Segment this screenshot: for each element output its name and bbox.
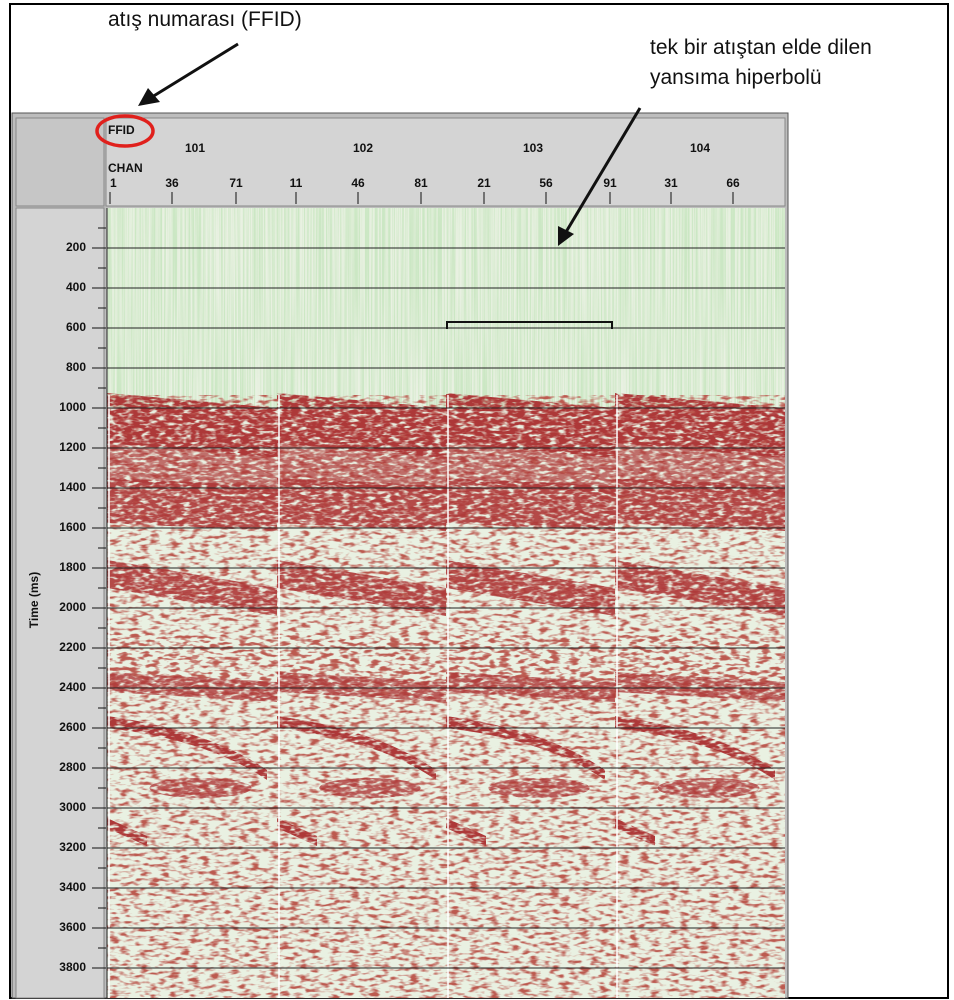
hyperbola	[107, 716, 267, 780]
bracket	[446, 321, 613, 329]
channel: 66	[726, 176, 740, 190]
hyperbola	[615, 716, 775, 780]
ffid: 101	[185, 141, 205, 155]
arrow-head	[138, 88, 160, 106]
reflection-band	[107, 560, 277, 616]
channel: 21	[477, 176, 491, 190]
arrow	[564, 107, 642, 233]
time-tick-label: 1600	[59, 520, 86, 534]
diagonal-event	[277, 818, 317, 846]
ffid-label: FFID	[108, 123, 135, 137]
seismic-section	[107, 208, 785, 998]
ffid: 102	[353, 141, 373, 155]
time-tick-label: 2400	[59, 680, 86, 694]
channel: 11	[290, 176, 303, 190]
reflection-band	[446, 560, 615, 616]
reflection-band	[615, 393, 785, 458]
chan-label: CHAN	[108, 161, 143, 175]
reflection-band	[446, 478, 615, 531]
diagonal-event	[446, 818, 486, 846]
time-tick-label: 1200	[59, 440, 86, 454]
reflection-band	[615, 672, 785, 702]
time-tick-label: 800	[66, 360, 86, 374]
reflection-band	[446, 393, 615, 458]
channel: 1	[110, 176, 117, 190]
diagonal-event	[615, 818, 655, 846]
hyperbola	[277, 716, 436, 780]
timing-lines	[107, 247, 785, 969]
time-tick-label: 600	[66, 320, 86, 334]
time-tick-label: 3400	[59, 880, 86, 894]
axis-bar	[15, 207, 105, 999]
highlight-ring	[95, 114, 155, 148]
arrow	[151, 42, 239, 99]
ffid: 103	[523, 141, 543, 155]
channel: 31	[664, 176, 678, 190]
arrow-head	[558, 226, 574, 246]
reflection-band	[107, 672, 277, 702]
reflection-band	[107, 393, 277, 458]
reflection-band	[615, 478, 785, 531]
annotation: atış numarası (FFID)	[108, 8, 302, 31]
time-tick-label: 1000	[59, 400, 86, 414]
ffid: 104	[690, 141, 710, 155]
reflection-blob	[488, 778, 590, 798]
reflection-band	[615, 560, 785, 616]
time-tick-label: 2600	[59, 720, 86, 734]
annotation: tek bir atıştan elde dilen	[650, 36, 872, 59]
time-tick-label: 3600	[59, 920, 86, 934]
corner	[15, 117, 105, 207]
time-tick-label: 3000	[59, 800, 86, 814]
time-tick-label: 3800	[59, 960, 86, 974]
time-tick-label: 2800	[59, 760, 86, 774]
time-tick-label: 3200	[59, 840, 86, 854]
reflection-band	[277, 672, 446, 702]
reflection-band	[277, 560, 446, 616]
channel: 56	[539, 176, 553, 190]
diagonal-event	[107, 818, 147, 846]
channel: 81	[414, 176, 428, 190]
hyperbola	[446, 716, 605, 780]
channel: 36	[165, 176, 179, 190]
reflection-blob	[149, 778, 252, 798]
channel: 46	[351, 176, 365, 190]
time-tick-label: 2000	[59, 600, 86, 614]
reflection-band	[277, 478, 446, 531]
time-tick-label: 400	[66, 280, 86, 294]
time-tick-label: 2200	[59, 640, 86, 654]
reflection-band	[277, 393, 446, 458]
noise-zone	[107, 208, 785, 408]
annotation: yansıma hiperbolü	[650, 66, 822, 89]
reflection-blob	[319, 778, 421, 798]
reflection-band	[446, 672, 615, 702]
channel: 71	[229, 176, 243, 190]
arrows	[138, 42, 642, 246]
channel: 91	[603, 176, 617, 190]
axis-title: Time (ms)	[27, 572, 41, 628]
time-tick-label: 200	[66, 240, 86, 254]
header-bar	[105, 117, 786, 207]
reflection-band	[107, 478, 277, 531]
reflection-blob	[657, 778, 760, 798]
time-tick-label: 1800	[59, 560, 86, 574]
time-tick-label: 1400	[59, 480, 86, 494]
